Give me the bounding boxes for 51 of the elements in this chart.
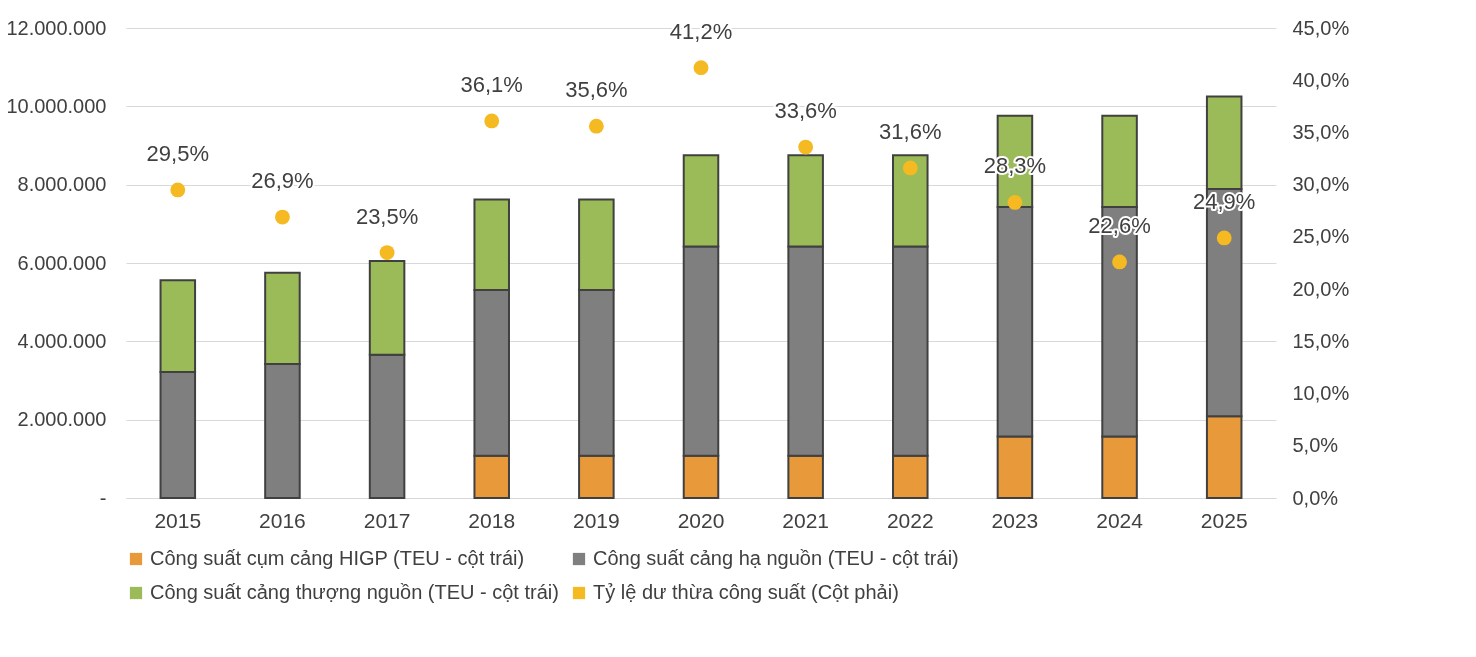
data-label: 33,6% (774, 98, 837, 124)
y-tick-label: 2.000.000 (17, 408, 107, 431)
x-tick-label: 2023 (991, 508, 1039, 532)
x-tick-label: 2019 (573, 508, 620, 532)
y2-tick-label: 5,0% (1292, 434, 1339, 457)
x-tick-label: 2021 (782, 508, 829, 532)
point (275, 209, 290, 225)
y-tick-label: 12.000.000 (6, 16, 107, 39)
y2-tick-label: 45,0% (1292, 16, 1350, 39)
y-tick-label: 10.000.000 (6, 94, 107, 117)
y-tick-label: 6.000.000 (17, 251, 107, 274)
data-label: 35,6% (565, 77, 628, 103)
x-tick-label: 2017 (363, 508, 411, 532)
x-tick-label: 2025 (1200, 508, 1248, 532)
point (170, 182, 186, 198)
point (798, 139, 814, 155)
point (1216, 230, 1232, 246)
y2-tick-label: 10,0% (1292, 382, 1350, 405)
x-tick-label: 2018 (468, 508, 516, 532)
data-label: 31,6% (879, 118, 942, 144)
y2-tick-label: 40,0% (1292, 68, 1350, 91)
x-tick-label: 2022 (886, 508, 934, 532)
point (588, 118, 604, 134)
point (1112, 254, 1127, 270)
legend-label: Công suất cụm cảng HIGP (TEU - cột trái) (150, 547, 525, 569)
point (1007, 195, 1023, 210)
y-tick-label: - (99, 486, 107, 509)
y2-tick-label: 20,0% (1292, 277, 1350, 300)
y2-tick-label: 30,0% (1292, 173, 1350, 196)
data-label: 29,5% (146, 140, 209, 166)
legend-label: Công suất cảng thượng nguồn (TEU - cột trái) (150, 581, 559, 603)
x-tick-label: 2015 (154, 508, 202, 532)
y2-tick-label: 0,0% (1292, 486, 1339, 509)
point (484, 113, 500, 129)
point (379, 245, 395, 260)
y2-tick-label: 15,0% (1292, 329, 1350, 352)
y2-tick-label: 35,0% (1292, 120, 1350, 143)
point (902, 160, 918, 176)
legend-label: Công suất cảng hạ nguồn (TEU - cột trái) (593, 547, 959, 569)
x-tick-label: 2024 (1096, 508, 1144, 532)
data-label: 36,1% (460, 71, 523, 97)
point (693, 60, 709, 76)
y2-tick-label: 25,0% (1292, 225, 1350, 248)
data-label: 23,5% (355, 203, 419, 229)
data-label: 26,9% (251, 168, 314, 194)
data-label: 41,2% (669, 18, 733, 44)
y-tick-label: 8.000.000 (17, 173, 107, 196)
x-tick-label: 2016 (259, 508, 306, 532)
x-tick-label: 2020 (677, 508, 725, 532)
legend-label: Tỷ lệ dư thừa công suất (Cột phải) (593, 581, 899, 603)
y-tick-label: 4.000.000 (17, 329, 107, 352)
